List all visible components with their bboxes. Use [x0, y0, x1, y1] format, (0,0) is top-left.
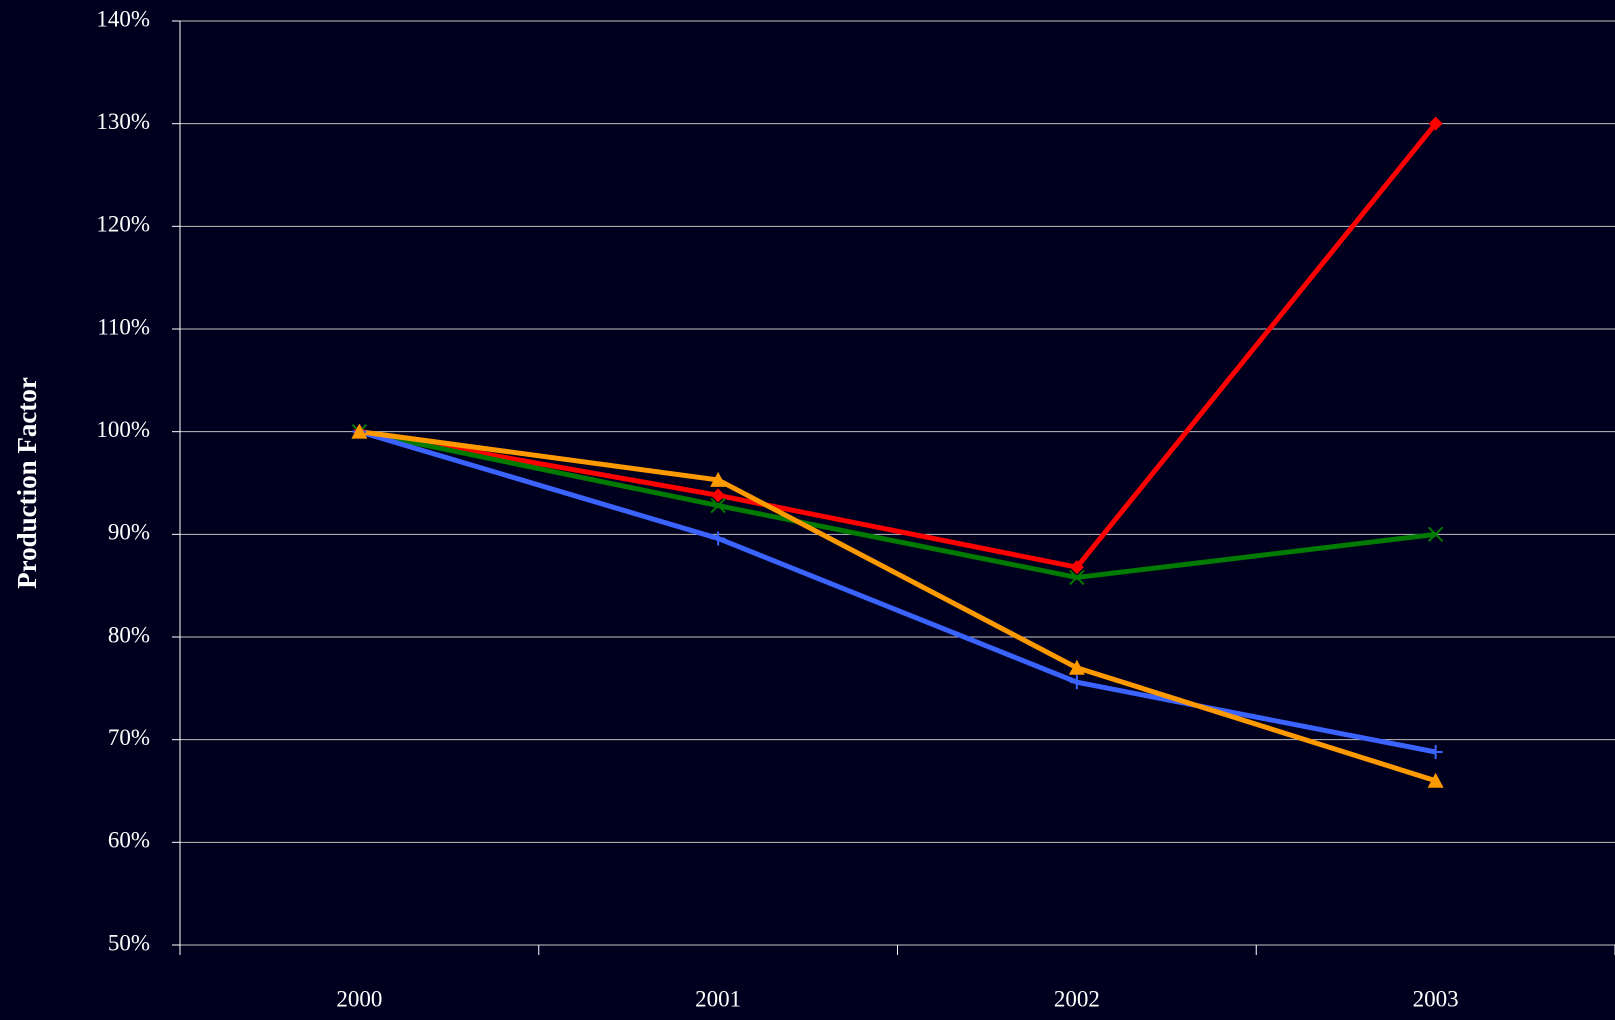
y-tick-label: 100% — [96, 417, 150, 442]
marker — [1428, 744, 1443, 759]
y-tick-label: 90% — [108, 520, 150, 545]
x-tick-label: 2002 — [1054, 986, 1100, 1011]
marker — [1428, 116, 1443, 131]
y-tick-label: 140% — [96, 6, 150, 31]
series-line — [359, 429, 1437, 784]
y-tick-label: 60% — [108, 828, 150, 853]
y-tick-label: 120% — [96, 212, 150, 237]
x-tick-label: 2000 — [336, 986, 382, 1011]
marker — [1427, 772, 1444, 788]
marker — [710, 471, 727, 487]
series-line — [358, 429, 1436, 580]
marker — [711, 488, 726, 503]
y-tick-label: 80% — [108, 622, 150, 647]
marker — [710, 497, 726, 514]
marker — [1068, 659, 1085, 675]
marker — [711, 531, 726, 546]
y-tick-label: 130% — [96, 109, 150, 134]
marker — [1069, 675, 1084, 690]
y-tick-label: 110% — [97, 314, 150, 339]
y-tick-label: 70% — [108, 725, 150, 750]
y-tick-label: 50% — [108, 930, 150, 955]
x-tick-label: 2003 — [1413, 986, 1459, 1011]
marker — [1069, 569, 1085, 586]
marker — [1069, 560, 1084, 575]
series-line — [358, 122, 1438, 570]
series-line — [358, 429, 1437, 755]
x-tick-label: 2001 — [695, 986, 741, 1011]
marker — [1427, 526, 1444, 543]
marker — [351, 423, 368, 439]
y-axis-title: Production Factor — [12, 377, 42, 589]
